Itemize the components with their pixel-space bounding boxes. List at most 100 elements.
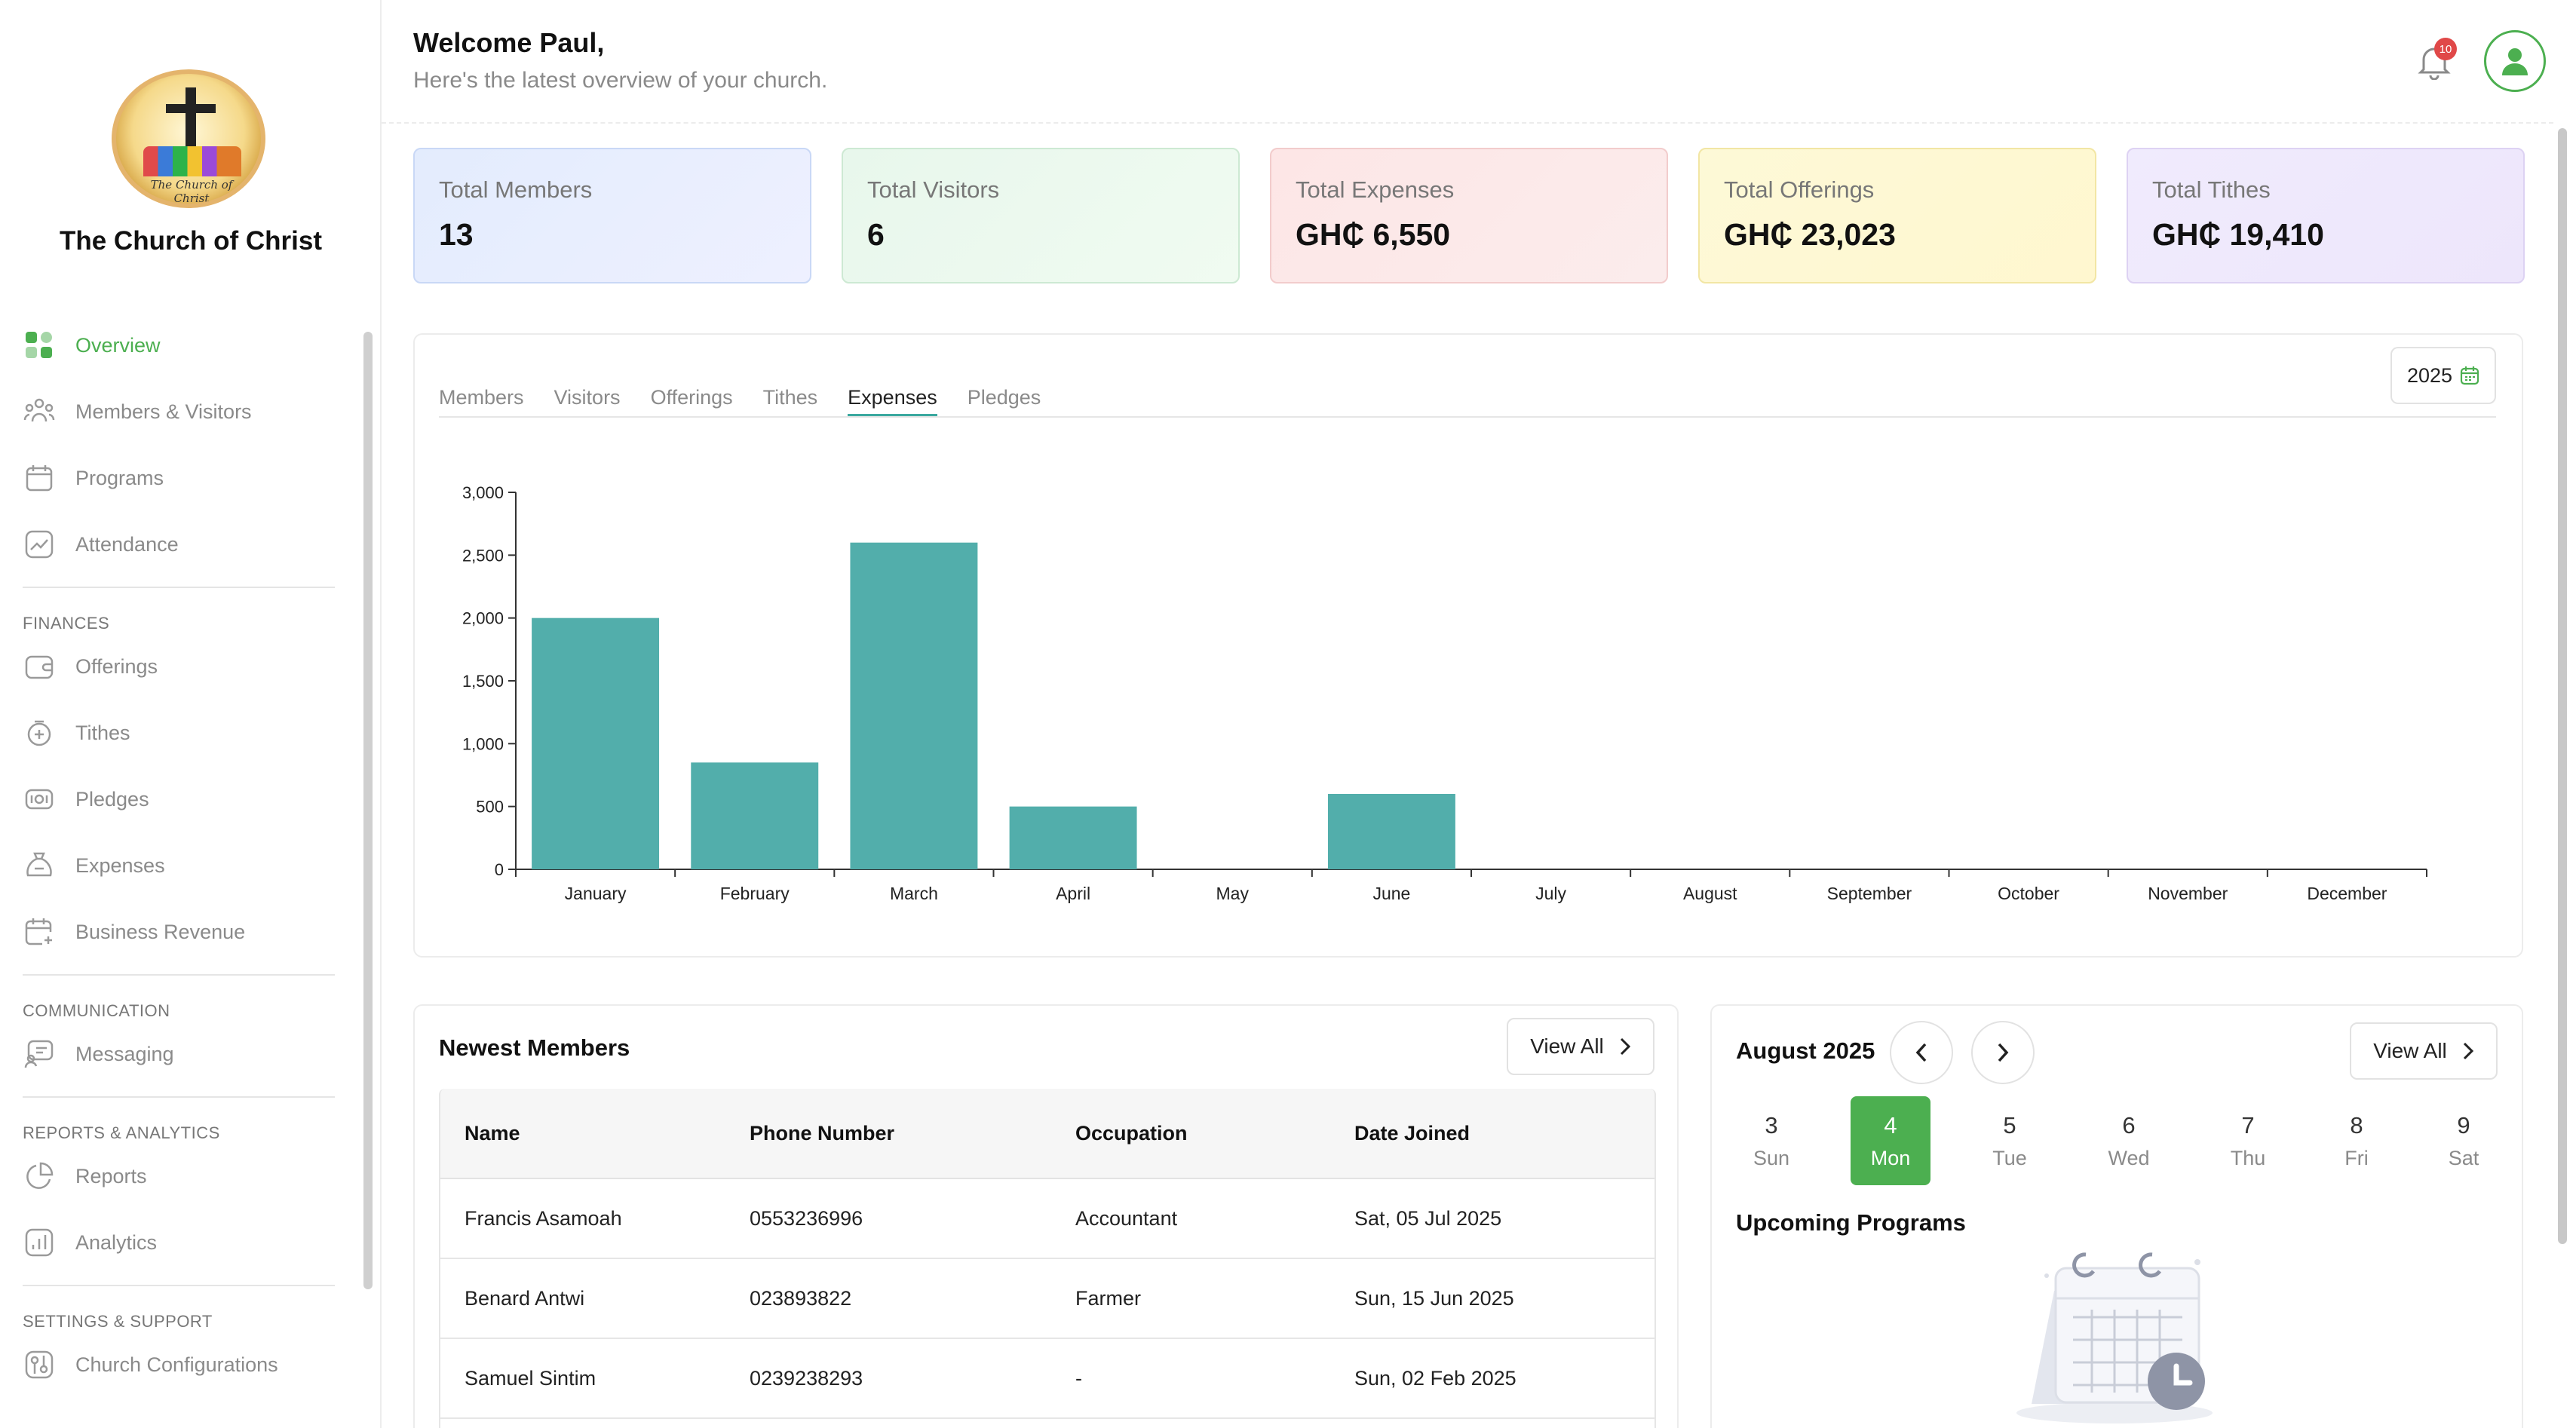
avatar[interactable] xyxy=(2484,30,2546,92)
chevron-left-icon xyxy=(1915,1043,1927,1062)
sidebar-divider xyxy=(23,587,335,588)
tab-pledges[interactable]: Pledges xyxy=(967,386,1041,409)
sidebar: The Church of Christ The Church of Chris… xyxy=(0,0,382,1428)
y-tick-label: 1,500 xyxy=(462,672,504,691)
nav-church-configurations-label: Church Configurations xyxy=(75,1353,278,1376)
chevron-right-icon xyxy=(1620,1037,1630,1056)
tabs-underline xyxy=(439,416,2496,418)
nav-pledges[interactable]: Pledges xyxy=(23,777,149,822)
day-number: 4 xyxy=(1884,1111,1897,1138)
x-tick-label: March xyxy=(890,884,938,903)
calendar-day[interactable]: 7 Thu xyxy=(2208,1096,2288,1185)
nav-church-configurations[interactable]: Church Configurations xyxy=(23,1342,278,1387)
nav-overview[interactable]: Overview xyxy=(23,323,161,368)
y-tick-label: 2,500 xyxy=(462,546,504,565)
nav-pledges-label: Pledges xyxy=(75,787,149,811)
bar-june xyxy=(1327,794,1455,869)
day-number: 7 xyxy=(2241,1111,2255,1138)
cell-date: Sun, 02 Feb 2025 xyxy=(1354,1366,1516,1390)
sidebar-scrollbar[interactable] xyxy=(363,332,373,1289)
welcome-subtitle: Here's the latest overview of your churc… xyxy=(413,68,828,93)
empty-calendar-illustration xyxy=(2016,1252,2213,1423)
chart-tabs: Members Visitors Offerings Tithes Expens… xyxy=(439,386,1041,416)
x-tick-label: June xyxy=(1372,884,1410,903)
day-name: Sat xyxy=(2448,1146,2479,1169)
church-name: The Church of Christ xyxy=(59,226,323,256)
x-tick-label: February xyxy=(720,884,790,903)
members-table: Name Phone Number Occupation Date Joined… xyxy=(439,1089,1656,1419)
church-logo: The Church of Christ xyxy=(112,69,265,208)
col-occupation[interactable]: Occupation xyxy=(1075,1121,1188,1145)
calendar-day[interactable]: 5 Tue xyxy=(1970,1096,2050,1185)
nav-offerings-label: Offerings xyxy=(75,654,158,678)
stat-card-total-tithes: Total Tithes GH₵ 19,410 xyxy=(2127,148,2525,283)
header: Welcome Paul, Here's the latest overview… xyxy=(382,0,2553,124)
main-scrollbar[interactable] xyxy=(2558,128,2567,1244)
nav-expenses[interactable]: Expenses xyxy=(23,843,165,888)
chevron-right-icon xyxy=(2463,1042,2473,1060)
stat-label: Total Tithes xyxy=(2152,176,2271,203)
prev-week-button[interactable] xyxy=(1890,1021,1953,1084)
stat-value: GH₵ 6,550 xyxy=(1296,217,1451,252)
tab-expenses[interactable]: Expenses xyxy=(848,386,937,416)
nav-programs[interactable]: Programs xyxy=(23,455,164,501)
day-number: 9 xyxy=(2457,1111,2470,1138)
table-row[interactable]: Benard Antwi 023893822 Farmer Sun, 15 Ju… xyxy=(439,1259,1656,1339)
calendar-day[interactable]: 9 Sat xyxy=(2424,1096,2504,1185)
nav-tithes[interactable]: Tithes xyxy=(23,710,130,755)
stat-card-total-visitors: Total Visitors 6 xyxy=(842,148,1240,283)
nav-messaging[interactable]: Messaging xyxy=(23,1031,174,1077)
day-number: 8 xyxy=(2350,1111,2363,1138)
col-phone[interactable]: Phone Number xyxy=(750,1121,895,1145)
calendar-day[interactable]: 8 Fri xyxy=(2317,1096,2397,1185)
bar-march xyxy=(850,542,978,869)
bar-january xyxy=(532,617,660,869)
money-bag-icon xyxy=(23,849,56,882)
sidebar-divider xyxy=(23,1285,335,1286)
chevron-right-icon xyxy=(1998,1043,2009,1062)
x-tick-label: November xyxy=(2148,884,2228,903)
y-tick-label: 0 xyxy=(495,860,504,879)
y-tick-label: 1,000 xyxy=(462,734,504,753)
nav-messaging-label: Messaging xyxy=(75,1042,174,1065)
stat-value: 13 xyxy=(439,217,474,252)
calendar-day[interactable]: 6 Wed xyxy=(2089,1096,2169,1185)
table-row[interactable]: Francis Asamoah 0553236996 Accountant Sa… xyxy=(439,1179,1656,1259)
y-tick-label: 2,000 xyxy=(462,609,504,628)
calendar-day-selected[interactable]: 4 Mon xyxy=(1851,1096,1930,1185)
day-name: Sun xyxy=(1753,1146,1790,1169)
y-tick-label: 3,000 xyxy=(462,483,504,502)
tab-members[interactable]: Members xyxy=(439,386,524,409)
cell-name: Samuel Sintim xyxy=(465,1366,596,1390)
nav-reports[interactable]: Reports xyxy=(23,1154,147,1199)
nav-business-revenue[interactable]: Business Revenue xyxy=(23,909,245,955)
stat-card-total-expenses: Total Expenses GH₵ 6,550 xyxy=(1270,148,1668,283)
nav-attendance[interactable]: Attendance xyxy=(23,522,179,567)
x-tick-label: April xyxy=(1056,884,1090,903)
cell-occupation: Accountant xyxy=(1075,1206,1178,1230)
next-week-button[interactable] xyxy=(1971,1021,2035,1084)
col-date-joined[interactable]: Date Joined xyxy=(1354,1121,1470,1145)
stat-label: Total Expenses xyxy=(1296,176,1455,203)
cell-phone: 0553236996 xyxy=(750,1206,863,1230)
tab-visitors[interactable]: Visitors xyxy=(554,386,621,409)
day-name: Wed xyxy=(2108,1146,2150,1169)
calendar-view-all-button[interactable]: View All xyxy=(2350,1022,2498,1080)
col-name[interactable]: Name xyxy=(465,1121,520,1145)
members-view-all-button[interactable]: View All xyxy=(1507,1018,1654,1075)
nav-attendance-label: Attendance xyxy=(75,532,179,556)
calendar-card: August 2025 View All 3 Sun 4 Mon 5 Tue 6… xyxy=(1710,1004,2523,1428)
x-tick-label: January xyxy=(565,884,627,903)
newest-members-card: Newest Members View All Name Phone Numbe… xyxy=(413,1004,1679,1428)
tab-offerings[interactable]: Offerings xyxy=(650,386,733,409)
settings-icon xyxy=(23,1348,56,1381)
nav-offerings[interactable]: Offerings xyxy=(23,644,158,689)
x-tick-label: September xyxy=(1827,884,1912,903)
notification-badge: 10 xyxy=(2434,38,2457,60)
table-row[interactable]: Samuel Sintim 0239238293 - Sun, 02 Feb 2… xyxy=(439,1339,1656,1419)
nav-analytics[interactable]: Analytics xyxy=(23,1220,157,1265)
nav-members-visitors[interactable]: Members & Visitors xyxy=(23,389,252,434)
year-picker[interactable]: 2025 xyxy=(2390,347,2496,404)
calendar-day[interactable]: 3 Sun xyxy=(1731,1096,1811,1185)
tab-tithes[interactable]: Tithes xyxy=(762,386,818,409)
